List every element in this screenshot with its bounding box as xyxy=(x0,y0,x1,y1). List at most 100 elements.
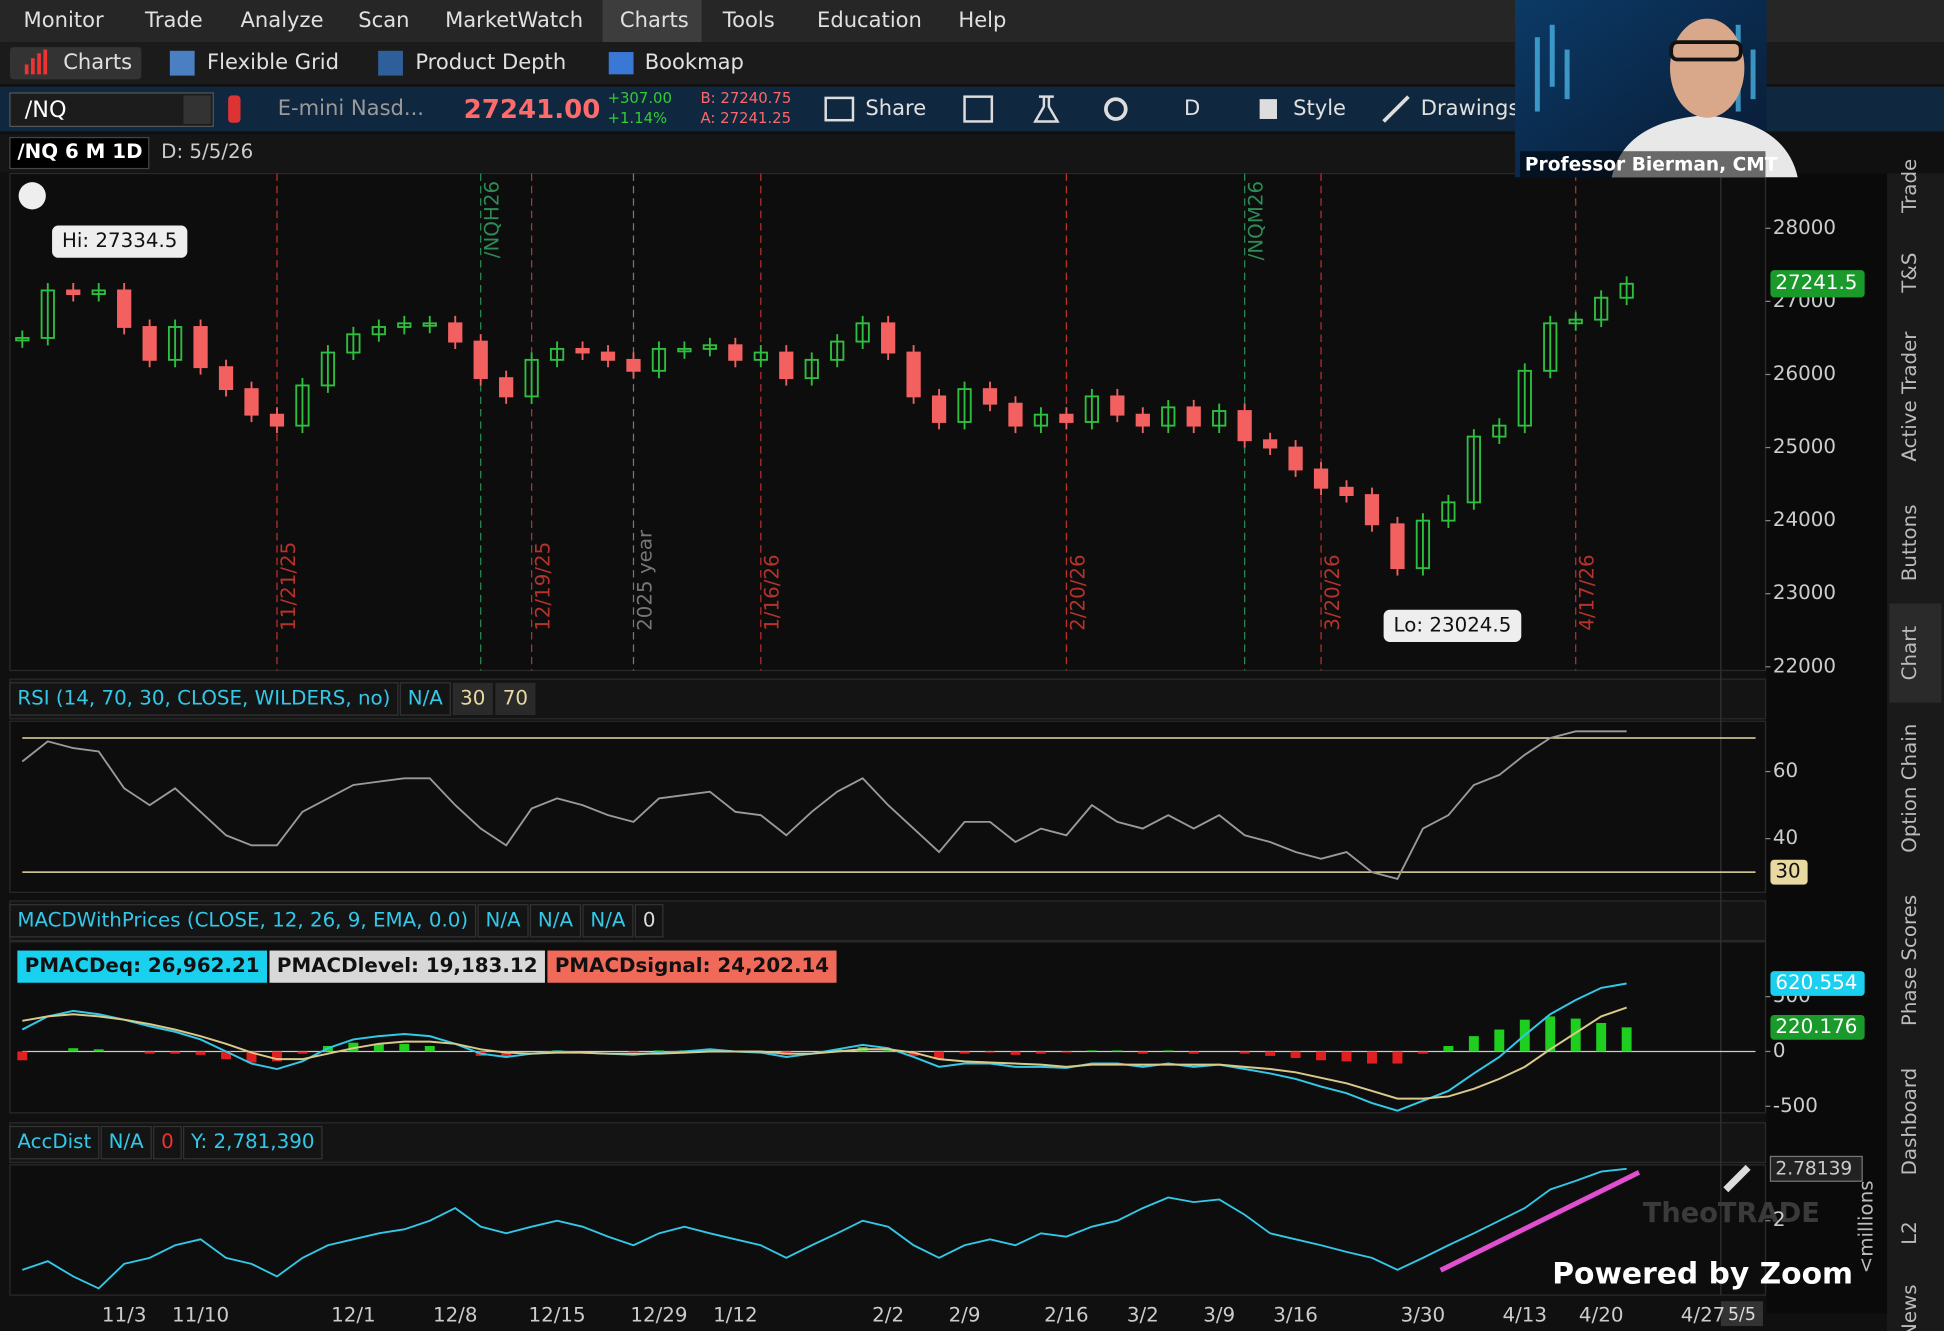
candle xyxy=(1466,435,1481,504)
toolbar-button[interactable]: Style xyxy=(1293,95,1346,120)
histogram-bar xyxy=(221,1051,231,1060)
candle xyxy=(575,347,590,354)
candle xyxy=(651,347,667,372)
candle xyxy=(320,351,336,387)
menu-item[interactable]: Charts xyxy=(620,7,689,32)
histogram-bar xyxy=(653,1050,664,1052)
subtab[interactable]: Charts xyxy=(63,49,132,74)
candle xyxy=(1441,501,1456,522)
event-label: 2025 year xyxy=(633,529,656,631)
candle xyxy=(1288,446,1303,471)
event-label: /NQH26 xyxy=(481,181,504,258)
x-tick-label: 4/27 xyxy=(1681,1304,1726,1327)
candle xyxy=(1237,410,1252,442)
candle xyxy=(677,347,692,353)
study-readout-box xyxy=(100,1125,152,1160)
symbol-box[interactable] xyxy=(9,92,214,128)
subtab[interactable]: Flexible Grid xyxy=(207,49,339,74)
page-box xyxy=(1720,1301,1763,1327)
side-tab[interactable]: Trade xyxy=(1898,159,1921,214)
histogram-bar xyxy=(1239,1051,1250,1054)
candle xyxy=(142,326,157,361)
side-tab[interactable]: Chart xyxy=(1898,626,1921,681)
side-tab[interactable]: Option Chain xyxy=(1898,724,1921,853)
y-tick-label: 28000 xyxy=(1773,216,1836,239)
last-price-box xyxy=(1770,270,1865,298)
level-box xyxy=(1770,859,1808,885)
x-tick-label: 11/3 xyxy=(102,1304,147,1327)
candle xyxy=(855,322,870,343)
studies-icon[interactable] xyxy=(1033,95,1060,123)
event-label: /NQM26 xyxy=(1245,181,1268,260)
candle xyxy=(1110,395,1125,416)
menu-item[interactable]: MarketWatch xyxy=(445,7,583,32)
event-label: 1/16/26 xyxy=(761,554,784,630)
menu-item[interactable]: Trade xyxy=(144,7,203,32)
candle xyxy=(448,322,463,343)
x-tick-label: 12/15 xyxy=(529,1304,586,1327)
bid: B: 27240.75 xyxy=(700,89,791,107)
candle xyxy=(1313,468,1329,489)
side-tab[interactable]: Buttons xyxy=(1898,504,1921,581)
pencil-icon[interactable] xyxy=(1723,1164,1751,1193)
candle xyxy=(1212,410,1227,427)
toolbar-button[interactable]: D xyxy=(1184,95,1200,120)
histogram-bar xyxy=(985,1051,995,1053)
side-tab[interactable]: Phase Scores xyxy=(1898,895,1921,1026)
trendline-drawing[interactable] xyxy=(1439,1170,1641,1273)
candle xyxy=(397,322,412,328)
chart-icon xyxy=(24,49,48,75)
x-tick-label: 4/13 xyxy=(1503,1304,1548,1327)
settings-icon[interactable] xyxy=(1104,97,1128,121)
candle xyxy=(753,351,768,361)
indicator-line xyxy=(22,1167,1627,1290)
subtab[interactable]: Product Depth xyxy=(415,49,566,74)
date-label: D: 5/5/26 xyxy=(161,140,253,163)
presenter-name: Professor Bierman, CMT xyxy=(1525,154,1778,175)
candle xyxy=(626,358,641,372)
x-tick-label: 12/29 xyxy=(630,1304,687,1327)
candle xyxy=(218,366,234,391)
subtab[interactable]: Bookmap xyxy=(645,49,744,74)
candle xyxy=(600,351,616,361)
histogram-bar xyxy=(246,1051,257,1063)
candle xyxy=(1619,282,1634,299)
menu-item[interactable]: Scan xyxy=(358,7,409,32)
side-tab[interactable]: T&S xyxy=(1898,253,1921,294)
candle xyxy=(830,340,845,361)
high-callout-box xyxy=(52,225,188,258)
candle xyxy=(117,289,132,328)
menu-item[interactable]: Monitor xyxy=(24,7,104,32)
menu-item[interactable]: Tools xyxy=(722,7,775,32)
axis-unit: <millions xyxy=(1855,1180,1878,1273)
indicator-line xyxy=(21,730,1627,880)
bookmap-icon xyxy=(608,52,634,75)
event-label: 2/20/26 xyxy=(1066,554,1089,630)
toolbar-button[interactable]: Drawings xyxy=(1421,95,1520,120)
candle xyxy=(779,351,794,380)
study-readout-box xyxy=(477,904,529,938)
symbol-dropdown[interactable] xyxy=(183,95,211,124)
candle xyxy=(66,289,81,296)
candle xyxy=(15,337,30,342)
histogram-bar xyxy=(1341,1051,1352,1062)
presenter-glasses xyxy=(1669,40,1743,62)
candle xyxy=(524,358,539,398)
histogram-bar xyxy=(1392,1051,1403,1064)
side-tab[interactable]: News xyxy=(1898,1284,1921,1331)
news-icon[interactable] xyxy=(963,95,994,123)
menu-item[interactable]: Help xyxy=(958,7,1006,32)
menu-item[interactable]: Education xyxy=(817,7,922,32)
candle xyxy=(1568,318,1583,325)
side-tab[interactable]: Active Trader xyxy=(1898,331,1921,462)
toolbar-button[interactable]: Share xyxy=(865,95,926,120)
side-tab[interactable]: Dashboard xyxy=(1898,1068,1921,1176)
histogram-bar xyxy=(272,1051,282,1062)
side-tab[interactable]: L2 xyxy=(1898,1221,1921,1245)
x-tick-label: 3/30 xyxy=(1401,1304,1446,1327)
histogram-bar xyxy=(1316,1051,1327,1061)
menu-item[interactable]: Analyze xyxy=(241,7,324,32)
x-tick-label: 1/12 xyxy=(713,1304,758,1327)
histogram-label: 220.176 xyxy=(1775,1015,1857,1038)
candle xyxy=(982,388,998,405)
